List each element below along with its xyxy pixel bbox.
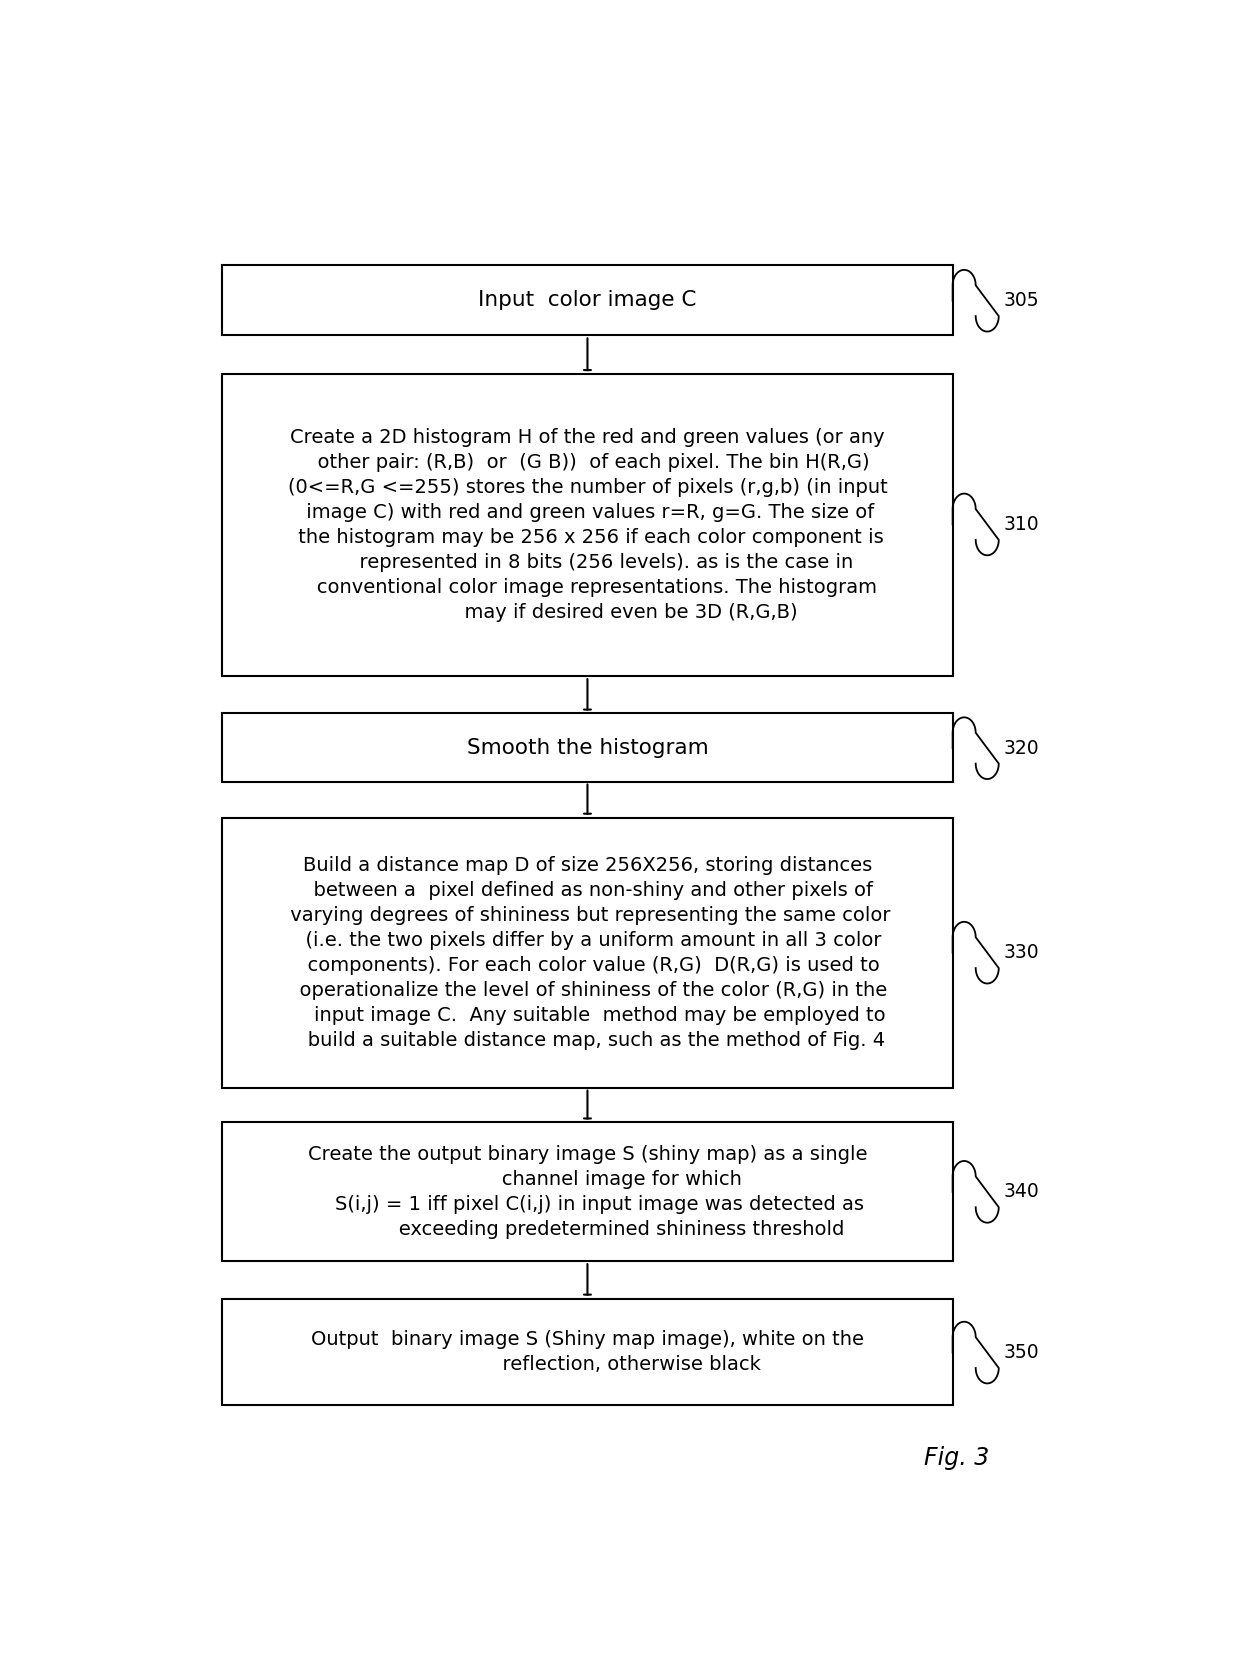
Text: Fig. 3: Fig. 3	[924, 1446, 990, 1470]
Text: 320: 320	[1003, 738, 1039, 758]
Text: 305: 305	[1003, 291, 1039, 311]
Text: Input  color image C: Input color image C	[479, 291, 697, 311]
FancyBboxPatch shape	[222, 264, 952, 336]
FancyBboxPatch shape	[222, 713, 952, 782]
Text: Build a distance map D of size 256X256, storing distances
  between a  pixel def: Build a distance map D of size 256X256, …	[284, 855, 890, 1050]
FancyBboxPatch shape	[222, 1299, 952, 1404]
Text: 310: 310	[1003, 514, 1039, 534]
Text: Create the output binary image S (shiny map) as a single
           channel imag: Create the output binary image S (shiny …	[308, 1146, 867, 1239]
Text: Smooth the histogram: Smooth the histogram	[466, 738, 708, 758]
FancyBboxPatch shape	[222, 818, 952, 1087]
Text: 350: 350	[1003, 1343, 1039, 1363]
Text: 330: 330	[1003, 944, 1039, 962]
Text: Output  binary image S (Shiny map image), white on the
              reflection,: Output binary image S (Shiny map image),…	[311, 1329, 864, 1374]
Text: Create a 2D histogram H of the red and green values (or any
  other pair: (R,B) : Create a 2D histogram H of the red and g…	[288, 428, 888, 623]
FancyBboxPatch shape	[222, 1122, 952, 1261]
Text: 340: 340	[1003, 1182, 1039, 1201]
FancyBboxPatch shape	[222, 374, 952, 676]
